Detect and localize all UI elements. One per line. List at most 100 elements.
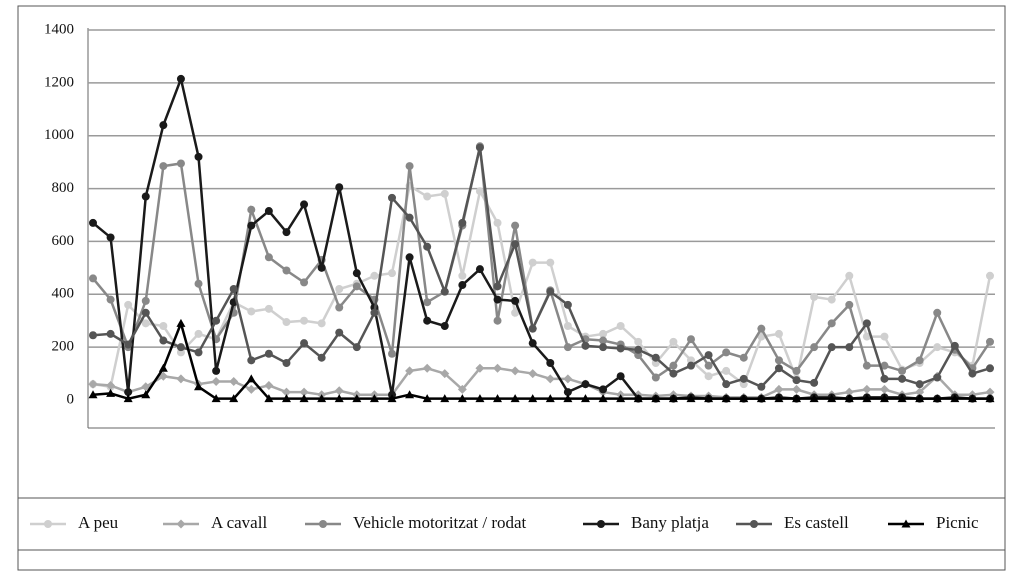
data-point: [616, 344, 625, 353]
data-point: [528, 339, 537, 348]
data-point: [651, 373, 660, 382]
data-point: [563, 394, 573, 403]
data-point: [158, 371, 168, 381]
data-point: [405, 162, 414, 171]
data-point: [915, 387, 925, 397]
data-point: [810, 378, 819, 387]
data-point: [440, 189, 449, 198]
series-line: [92, 183, 992, 389]
data-point: [264, 349, 273, 358]
data-point: [810, 292, 819, 301]
data-point: [950, 394, 960, 403]
data-point: [475, 187, 484, 196]
data-point: [352, 282, 361, 291]
data-point: [581, 380, 590, 389]
data-point: [264, 394, 274, 403]
data-point: [229, 394, 239, 403]
data-point: [352, 269, 361, 278]
data-point: [106, 295, 115, 304]
data-point: [493, 218, 502, 227]
data-point: [687, 335, 695, 344]
data-point: [159, 322, 168, 330]
data-point: [264, 380, 274, 390]
data-point: [299, 394, 309, 403]
data-point: [599, 329, 608, 338]
data-point: [774, 394, 784, 403]
data-point: [141, 382, 151, 392]
data-point: [281, 394, 291, 403]
data-point: [809, 394, 819, 403]
data-point: [879, 394, 889, 403]
data-point: [792, 384, 802, 394]
data-point: [651, 353, 660, 362]
series-line: [92, 367, 991, 399]
data-point: [405, 213, 414, 222]
data-point: [879, 384, 889, 394]
data-point: [300, 278, 309, 287]
data-point: [915, 356, 924, 365]
data-point: [493, 316, 502, 325]
data-point: [528, 369, 538, 379]
data-point: [370, 271, 379, 280]
legend-marker: [750, 520, 758, 528]
data-point: [933, 308, 942, 317]
data-point: [704, 394, 714, 403]
data-point: [458, 281, 467, 290]
data-point: [281, 387, 291, 397]
data-point: [282, 318, 291, 327]
data-point: [493, 363, 503, 373]
data-point: [722, 366, 731, 375]
legend-label: Vehicle motoritzat / rodat: [353, 513, 527, 532]
data-point: [89, 331, 97, 340]
data-point: [176, 318, 186, 327]
data-point: [511, 296, 520, 305]
legend-label: Es castell: [784, 513, 849, 532]
data-point: [493, 394, 503, 403]
data-point: [774, 364, 783, 373]
data-point: [967, 394, 977, 403]
series-line: [92, 319, 990, 400]
data-point: [687, 361, 695, 370]
data-point: [89, 218, 97, 227]
data-point: [300, 339, 309, 348]
data-point: [282, 359, 291, 367]
data-point: [440, 322, 449, 330]
data-point: [827, 319, 836, 328]
data-point: [194, 152, 203, 161]
data-point: [124, 300, 133, 309]
data-point: [528, 324, 537, 333]
data-point: [915, 394, 925, 403]
data-point: [651, 394, 661, 403]
data-point: [388, 269, 396, 278]
data-point: [510, 394, 520, 403]
data-point: [968, 369, 977, 378]
data-point: [89, 274, 97, 283]
data-point: [247, 205, 256, 214]
data-point: [545, 374, 555, 384]
data-point: [880, 361, 889, 370]
data-point: [194, 382, 204, 391]
data-point: [757, 382, 766, 391]
data-point: [862, 384, 872, 394]
data-point: [563, 343, 572, 352]
data-point: [792, 376, 801, 385]
data-point: [335, 328, 344, 337]
data-point: [387, 394, 397, 403]
data-point: [827, 295, 836, 304]
data-point: [264, 253, 273, 262]
data-point: [246, 374, 256, 383]
data-point: [141, 308, 150, 317]
data-point: [458, 218, 467, 227]
data-point: [475, 394, 485, 403]
y-tick-label: 0: [67, 391, 75, 407]
data-point: [229, 377, 239, 386]
data-point: [616, 372, 625, 381]
data-point: [563, 322, 572, 330]
legend-marker: [597, 520, 605, 528]
data-point: [123, 394, 133, 403]
data-point: [581, 341, 590, 350]
data-point: [827, 394, 837, 403]
data-point: [933, 343, 942, 352]
data-point: [862, 319, 871, 328]
